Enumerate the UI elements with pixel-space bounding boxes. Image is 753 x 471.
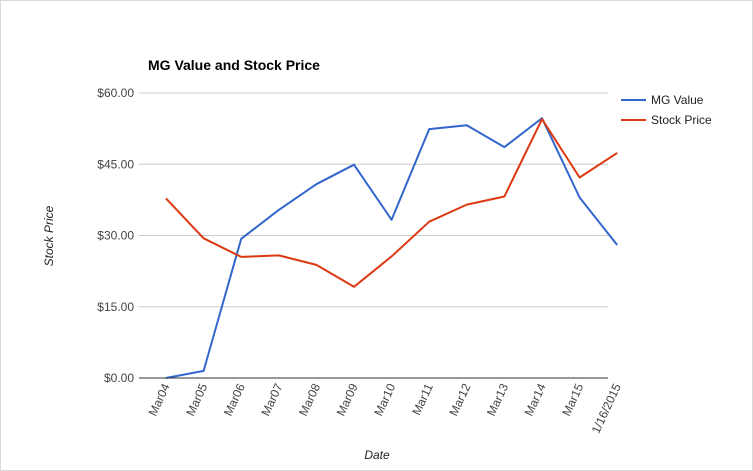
y-tick-label: $30.00 bbox=[97, 229, 134, 243]
y-axis-ticks: $0.00 $15.00 $30.00 $45.00 $60.00 bbox=[97, 86, 134, 385]
y-tick-label: $15.00 bbox=[97, 300, 134, 314]
x-tick-label: Mar11 bbox=[409, 381, 436, 417]
chart-title: MG Value and Stock Price bbox=[148, 57, 320, 73]
x-tick-label: Mar10 bbox=[371, 381, 398, 418]
y-tick-label: $0.00 bbox=[104, 371, 134, 385]
x-tick-label: Mar14 bbox=[522, 381, 549, 418]
x-tick-label: Mar09 bbox=[334, 381, 361, 418]
series-line-stock-price bbox=[165, 118, 618, 288]
gridlines bbox=[139, 92, 608, 308]
x-tick-label: Mar05 bbox=[183, 381, 210, 418]
y-tick-label: $45.00 bbox=[97, 157, 134, 171]
series-lines bbox=[165, 117, 618, 379]
x-tick-label: Mar07 bbox=[258, 381, 285, 418]
x-tick-label: Mar15 bbox=[559, 381, 586, 418]
legend: MG Value Stock Price bbox=[621, 93, 712, 127]
x-tick-label: Mar13 bbox=[484, 381, 511, 418]
x-axis-ticks: Mar04 Mar05 Mar06 Mar07 Mar08 Mar09 Mar10 Mar11… bbox=[146, 381, 624, 436]
legend-label-stock-price: Stock Price bbox=[651, 113, 712, 127]
x-tick-label: Mar12 bbox=[446, 381, 473, 418]
y-tick-label: $60.00 bbox=[97, 86, 134, 100]
x-tick-label: Mar08 bbox=[296, 381, 323, 418]
x-tick-label: Mar06 bbox=[221, 381, 248, 418]
y-axis-label: Stock Price bbox=[42, 205, 56, 266]
x-tick-label: 1/16/2015 bbox=[589, 381, 624, 436]
legend-label-mg-value: MG Value bbox=[651, 93, 704, 107]
x-tick-label: Mar04 bbox=[146, 381, 173, 418]
x-axis-label: Date bbox=[364, 448, 390, 462]
series-line-mg-value bbox=[165, 117, 618, 379]
